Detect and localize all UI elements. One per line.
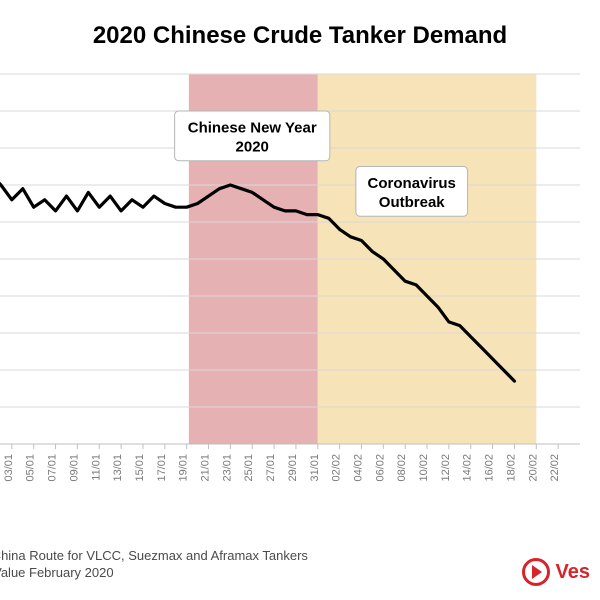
- brand-ring-icon: [522, 558, 550, 586]
- brand-logo: Ves: [522, 558, 590, 586]
- svg-text:03/01: 03/01: [3, 454, 15, 482]
- chart-title: 2020 Chinese Crude Tanker Demand: [0, 22, 600, 50]
- svg-text:04/02: 04/02: [352, 454, 364, 482]
- svg-text:21/01: 21/01: [200, 454, 212, 482]
- svg-text:27/01: 27/01: [265, 454, 277, 482]
- svg-text:Coronavirus: Coronavirus: [368, 175, 456, 192]
- svg-text:15/01: 15/01: [134, 454, 146, 482]
- chart-svg: 01/0103/0105/0107/0109/0111/0113/0115/01…: [0, 64, 590, 504]
- svg-text:08/02: 08/02: [396, 454, 408, 482]
- svg-text:13/01: 13/01: [112, 454, 124, 482]
- svg-text:17/01: 17/01: [156, 454, 168, 482]
- svg-text:10/02: 10/02: [418, 454, 430, 482]
- svg-text:19/01: 19/01: [178, 454, 190, 482]
- svg-text:16/02: 16/02: [484, 454, 496, 482]
- svg-text:25/01: 25/01: [243, 454, 255, 482]
- footnote: t to China Route for VLCC, Suezmax and A…: [0, 547, 308, 582]
- footnote-line-2: selsValue February 2020: [0, 565, 114, 580]
- svg-text:2020: 2020: [236, 138, 269, 155]
- svg-text:Outbreak: Outbreak: [379, 194, 446, 211]
- svg-text:14/02: 14/02: [462, 454, 474, 482]
- svg-text:Chinese New Year: Chinese New Year: [188, 120, 317, 137]
- svg-text:23/01: 23/01: [221, 454, 233, 482]
- svg-text:29/01: 29/01: [287, 454, 299, 482]
- svg-text:09/01: 09/01: [68, 454, 80, 482]
- brand-text: Ves: [556, 561, 590, 584]
- svg-text:07/01: 07/01: [47, 454, 59, 482]
- brand-play-icon: [532, 565, 542, 579]
- svg-text:06/02: 06/02: [374, 454, 386, 482]
- footnote-line-1: t to China Route for VLCC, Suezmax and A…: [0, 548, 308, 563]
- svg-text:31/01: 31/01: [309, 454, 321, 482]
- svg-text:11/01: 11/01: [90, 454, 102, 481]
- svg-text:20/02: 20/02: [527, 454, 539, 482]
- svg-text:02/02: 02/02: [331, 454, 343, 482]
- svg-text:12/02: 12/02: [440, 454, 452, 482]
- svg-text:05/01: 05/01: [25, 454, 37, 482]
- svg-text:18/02: 18/02: [505, 454, 517, 482]
- svg-text:22/02: 22/02: [549, 454, 561, 482]
- chart-plot: 01/0103/0105/0107/0109/0111/0113/0115/01…: [0, 64, 590, 504]
